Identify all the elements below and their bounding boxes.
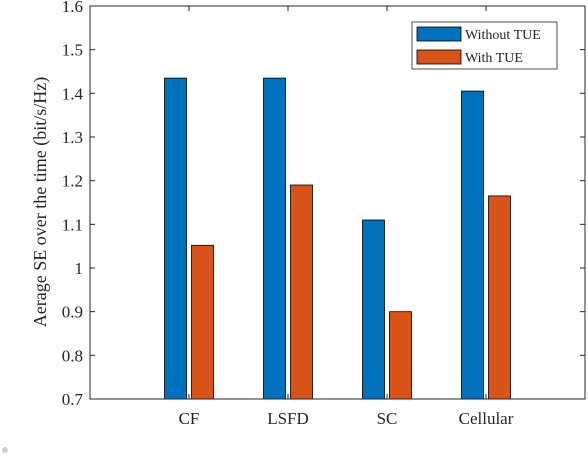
plot-frame [89,5,586,400]
y-tick-label: 1.3 [62,128,83,147]
x-tick-label: SC [377,409,398,428]
bar-with-tue-lsfd [290,184,313,400]
bar-without-tue-lsfd [263,77,286,400]
y-tick-label: 1.1 [62,215,83,234]
ticks-group: CF LSFD SC Cellular 0.7 0.8 0.9 1 1.1 1.2 1.3 1.4 1.… [62,0,585,428]
y-tick-label: 1.4 [62,84,84,103]
bar-without-tue-cellular [461,90,484,400]
x-tick-label: CF [179,409,200,428]
legend-label-without-tue: Without TUE [465,28,541,43]
x-tick-label: LSFD [267,409,309,428]
bar-with-tue-cf [191,244,214,400]
bar-without-tue-sc [362,219,385,400]
y-tick-label: 1 [75,259,84,278]
y-tick-label: 0.8 [62,346,83,365]
y-tick-label: 0.7 [62,390,84,409]
y-tick-label: 1.5 [62,41,83,60]
bar-with-tue-sc [389,311,412,400]
y-tick-label: 0.9 [62,303,83,322]
bars-group [164,77,511,400]
legend-swatch-without-tue [416,26,462,42]
corner-dot [2,447,8,453]
bar-with-tue-cellular [488,195,511,400]
bar-without-tue-cf [164,77,187,400]
y-axis-title: Aerage SE over the time (bit/s/Hz) [30,77,51,327]
y-tick-label: 1.2 [62,172,83,191]
legend-swatch-with-tue [416,49,462,65]
y-tick-label: 1.6 [62,0,83,16]
x-tick-label: Cellular [459,409,514,428]
legend-label-with-tue: With TUE [465,51,523,66]
legend: Without TUE With TUE [411,21,558,70]
